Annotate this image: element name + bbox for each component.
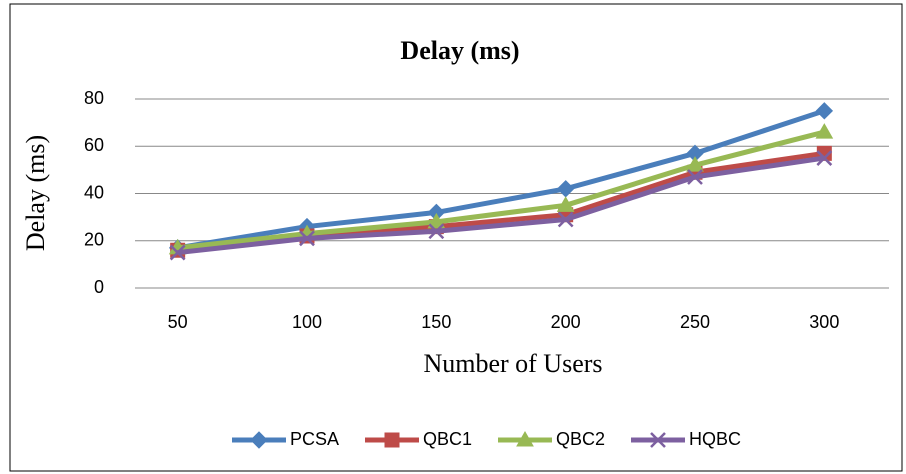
legend-label: QBC2 [556,429,605,449]
series-line [177,108,826,251]
series-line [177,129,825,251]
x-axis-title: Number of Users [423,349,602,378]
legend-marker [250,431,268,449]
chart-title: Delay (ms) [400,36,519,65]
legend-label: HQBC [689,429,741,449]
y-tick-label: 20 [84,230,104,250]
x-tick-label: 50 [168,312,188,332]
data-point [299,230,315,247]
legend-label: PCSA [290,429,339,449]
x-tick-label: 250 [680,312,710,332]
data-point [815,123,834,139]
x-tick-label: 150 [421,312,451,332]
y-axis-title: Delay (ms) [21,135,50,251]
y-tick-label: 0 [94,277,104,297]
data-point [686,156,704,172]
data-point [816,150,833,166]
data-point [556,196,575,212]
data-point [557,211,574,228]
x-tick-label: 100 [292,312,322,332]
chart-border [9,3,903,472]
data-point [815,102,834,120]
series-line [177,155,825,256]
y-tick-label: 60 [84,135,104,155]
legend-label: QBC1 [423,429,472,449]
data-point [427,212,446,229]
x-tick-label: 300 [809,312,839,332]
legend-marker [650,432,666,448]
legend-marker [516,430,534,447]
x-tick-label: 200 [551,312,581,332]
data-point [428,223,445,240]
y-tick-label: 80 [84,88,104,108]
data-point [687,169,703,185]
y-tick-label: 40 [84,182,104,202]
legend-marker [384,432,400,448]
data-point [169,244,186,261]
